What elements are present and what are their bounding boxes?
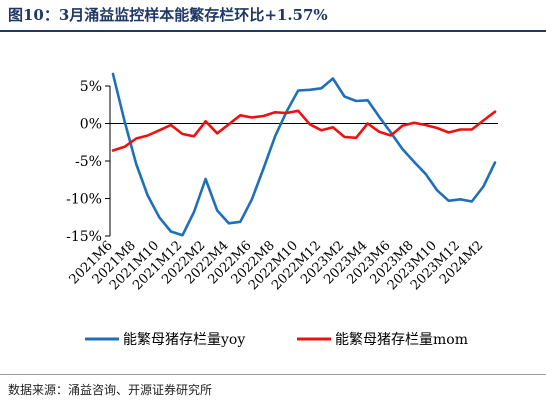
data-point: [146, 194, 149, 197]
data-point: [436, 189, 439, 192]
data-point: [239, 220, 242, 223]
data-point: [447, 199, 450, 202]
data-point: [343, 136, 346, 138]
data-point: [169, 124, 172, 126]
data-point: [112, 149, 114, 152]
data-point: [239, 114, 242, 117]
data-point: [494, 161, 496, 164]
data-point: [169, 230, 172, 233]
data-point: [227, 222, 230, 225]
data-point: [470, 128, 473, 131]
data-point: [308, 88, 311, 91]
data-point: [494, 110, 496, 113]
data-point: [158, 129, 161, 132]
line-chart: 5%0%-5%-10%-15% 2021M62021M82021M102021M…: [66, 72, 498, 348]
title-divider: [0, 30, 546, 32]
data-point: [413, 160, 415, 163]
data-point: [262, 167, 265, 170]
series-line-yoy: [111, 72, 497, 237]
data-point: [389, 131, 392, 134]
data-point: [389, 134, 392, 137]
data-point: [123, 120, 126, 123]
data-point: [297, 109, 300, 112]
data-point: [308, 123, 311, 126]
data-point: [204, 120, 207, 123]
data-point: [204, 178, 207, 180]
data-point: [285, 112, 288, 114]
y-tick-label: -15%: [66, 229, 102, 245]
legend: 能繁母猪存栏量yoy 能繁母猪存栏量mom: [85, 332, 468, 348]
data-point: [436, 127, 439, 129]
data-point: [424, 124, 427, 126]
data-point: [366, 122, 369, 125]
y-tick-label: 0%: [80, 117, 102, 133]
data-point: [447, 131, 450, 134]
series-line-mom: [111, 109, 497, 152]
y-tick-label: 5%: [80, 79, 102, 95]
data-point: [216, 132, 219, 135]
data-point: [112, 73, 114, 75]
data-point: [297, 89, 300, 92]
data-point: [424, 172, 427, 175]
data-point: [193, 135, 195, 138]
data-point: [181, 234, 184, 237]
data-point: [378, 115, 381, 118]
data-point: [135, 163, 138, 165]
data-point: [366, 99, 369, 102]
data-point: [413, 121, 415, 124]
data-point: [332, 126, 334, 129]
data-point: [123, 145, 126, 148]
data-point: [459, 198, 462, 201]
data-point: [146, 134, 149, 137]
data-point: [355, 136, 357, 139]
source-divider: [0, 374, 546, 375]
y-tick-label: -5%: [75, 154, 102, 170]
legend-label: 能繁母猪存栏量mom: [335, 332, 468, 348]
data-point: [459, 128, 462, 131]
data-point: [262, 115, 265, 117]
data-point: [216, 209, 219, 212]
data-point: [251, 116, 253, 119]
data-point: [482, 185, 485, 188]
data-point: [274, 111, 276, 114]
data-point: [251, 198, 253, 201]
data-point: [227, 123, 230, 126]
data-point: [181, 133, 184, 135]
data-point: [135, 137, 138, 140]
data-point: [193, 211, 195, 213]
y-tick-label: -10%: [66, 192, 102, 208]
data-point: [378, 130, 381, 133]
data-point: [332, 77, 334, 80]
y-axis: 5% 0% -5% -10% -15%: [66, 79, 111, 245]
data-point: [343, 95, 346, 98]
series-layer: [111, 72, 497, 237]
data-point: [320, 87, 323, 90]
data-point: [401, 148, 404, 150]
legend-label: 能繁母猪存栏量yoy: [123, 332, 245, 348]
data-point: [355, 100, 357, 102]
source-note: 数据来源：涌益咨询、开源证券研究所: [8, 383, 213, 397]
data-point: [158, 216, 161, 219]
data-point: [470, 200, 473, 203]
data-point: [320, 129, 323, 132]
data-point: [482, 119, 485, 122]
data-point: [401, 124, 404, 127]
data-point: [274, 135, 276, 138]
chart-title: 图10：3月涌益监控样本能繁存栏环比+1.57%: [8, 6, 328, 24]
